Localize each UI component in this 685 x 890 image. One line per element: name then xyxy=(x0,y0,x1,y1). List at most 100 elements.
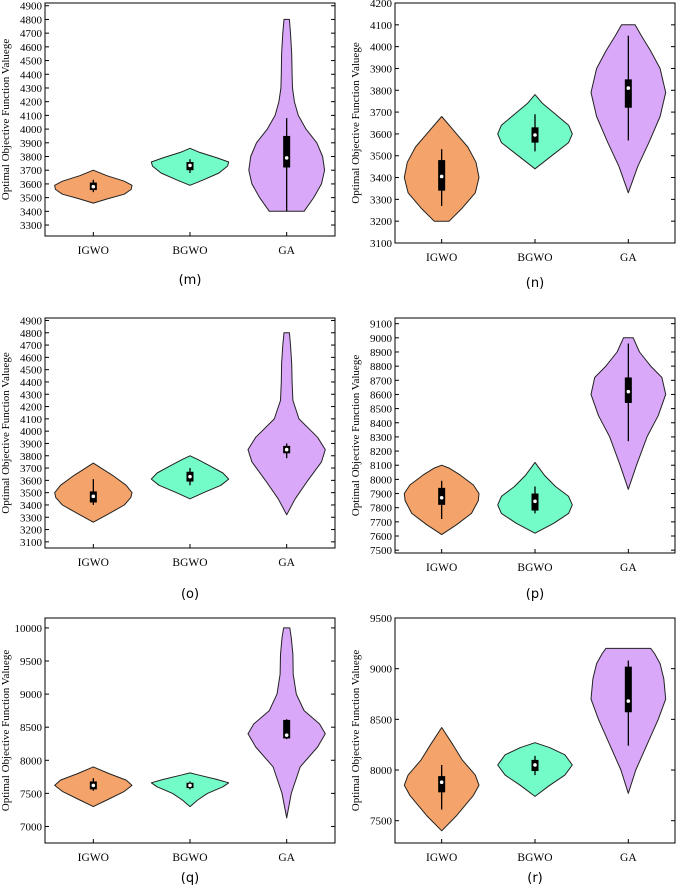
y-tick-label: 3900 xyxy=(20,138,43,150)
y-tick-label: 3200 xyxy=(20,525,43,537)
y-tick-label: 7000 xyxy=(20,821,43,833)
violin-box xyxy=(624,666,632,713)
y-axis-title: Optimal Objective Function Valuege xyxy=(350,355,362,517)
y-tick-label: 4100 xyxy=(20,110,43,122)
violin-median xyxy=(439,174,444,179)
x-tick-label: IGWO xyxy=(426,562,457,574)
x-tick-label: BGWO xyxy=(172,852,207,864)
x-tick-label: IGWO xyxy=(78,245,109,257)
y-tick-label: 4300 xyxy=(20,83,43,95)
y-tick-label: 4400 xyxy=(20,69,43,81)
y-tick-label: 8500 xyxy=(370,404,393,416)
y-tick-label: 3700 xyxy=(20,165,43,177)
violin-box xyxy=(283,719,291,739)
y-tick-label: 3500 xyxy=(20,488,43,500)
y-tick-label: 3300 xyxy=(20,220,43,232)
y-axis-title: Optimal Objective Function Valuege xyxy=(350,650,362,812)
panel-caption: (q) xyxy=(181,871,199,886)
x-tick-label: BGWO xyxy=(172,245,207,257)
y-tick-label: 3600 xyxy=(370,129,393,141)
x-tick-label: IGWO xyxy=(78,557,109,569)
x-tick-label: IGWO xyxy=(426,252,457,264)
y-tick-label: 3500 xyxy=(370,151,393,163)
violin-body xyxy=(247,332,326,516)
y-tick-label: 7500 xyxy=(370,545,393,557)
y-tick-label: 9000 xyxy=(370,333,393,345)
y-tick-label: 8300 xyxy=(370,432,393,444)
x-tick-label: BGWO xyxy=(517,252,552,264)
y-tick-label: 8400 xyxy=(370,418,393,430)
y-tick-label: 7900 xyxy=(370,489,393,501)
violin-median xyxy=(533,499,537,504)
y-axis-title: Optimal Objective Function Valuege xyxy=(0,39,12,201)
violin-median xyxy=(626,699,631,703)
y-tick-label: 9000 xyxy=(370,664,393,676)
y-tick-label: 8000 xyxy=(370,474,393,486)
violin-median xyxy=(284,733,289,737)
x-tick-label: GA xyxy=(278,852,295,864)
y-tick-label: 10000 xyxy=(15,623,43,635)
violin-median xyxy=(284,447,289,452)
y-tick-label: 8000 xyxy=(370,765,393,777)
panel-caption: (o) xyxy=(181,587,199,602)
y-tick-label: 4500 xyxy=(20,56,43,68)
x-tick-label: BGWO xyxy=(517,562,552,574)
y-tick-label: 8500 xyxy=(370,714,393,726)
x-tick-label: GA xyxy=(620,562,637,574)
y-tick-label: 3300 xyxy=(20,512,43,524)
y-tick-label: 4800 xyxy=(20,328,43,340)
y-tick-label: 7600 xyxy=(370,531,393,543)
panel-caption: (m) xyxy=(179,273,202,288)
panel-caption: (p) xyxy=(526,587,544,602)
x-tick-label: GA xyxy=(620,252,637,264)
y-tick-label: 3800 xyxy=(370,85,393,97)
violin-median xyxy=(188,163,192,168)
y-tick-label: 3900 xyxy=(370,63,393,75)
violin-panel xyxy=(394,2,676,244)
x-tick-label: BGWO xyxy=(172,557,207,569)
y-tick-label: 3800 xyxy=(20,451,43,463)
y-tick-label: 3700 xyxy=(20,463,43,475)
violin-panel xyxy=(394,617,676,844)
y-tick-label: 4900 xyxy=(20,1,43,13)
violin-median xyxy=(439,495,444,500)
violin-median xyxy=(188,474,192,479)
y-tick-label: 3400 xyxy=(370,173,393,185)
violin-panel xyxy=(44,2,336,237)
y-tick-label: 8900 xyxy=(370,347,393,359)
violin-median xyxy=(91,783,96,788)
violin-median xyxy=(284,156,289,160)
y-tick-label: 8200 xyxy=(370,446,393,458)
y-tick-label: 3100 xyxy=(20,537,43,549)
y-tick-label: 8500 xyxy=(20,722,43,734)
y-tick-label: 3200 xyxy=(370,216,393,228)
y-tick-label: 8600 xyxy=(370,389,393,401)
x-tick-label: BGWO xyxy=(517,852,552,864)
violin-median xyxy=(626,389,631,394)
y-tick-label: 7700 xyxy=(370,517,393,529)
violin-median xyxy=(439,780,444,784)
y-tick-label: 3400 xyxy=(20,500,43,512)
x-tick-label: GA xyxy=(278,245,295,257)
y-tick-label: 3900 xyxy=(20,438,43,450)
y-tick-label: 4400 xyxy=(20,377,43,389)
y-tick-label: 7800 xyxy=(370,503,393,515)
panel-caption: (r) xyxy=(527,871,543,886)
violin-median xyxy=(626,86,631,90)
violin-box xyxy=(283,135,291,168)
y-tick-label: 4800 xyxy=(20,14,43,26)
y-tick-label: 4700 xyxy=(20,340,43,352)
y-tick-label: 9100 xyxy=(370,319,393,331)
y-tick-label: 4900 xyxy=(20,315,43,327)
y-tick-label: 4000 xyxy=(20,124,43,136)
violin-body xyxy=(150,772,230,808)
violin-median xyxy=(91,494,96,499)
y-tick-label: 3600 xyxy=(20,475,43,487)
violin-median xyxy=(91,184,96,189)
y-tick-label: 4000 xyxy=(370,42,393,54)
violin-panel xyxy=(44,617,336,844)
y-tick-label: 7500 xyxy=(20,788,43,800)
violin-median xyxy=(533,133,537,137)
violin-box xyxy=(438,776,446,793)
